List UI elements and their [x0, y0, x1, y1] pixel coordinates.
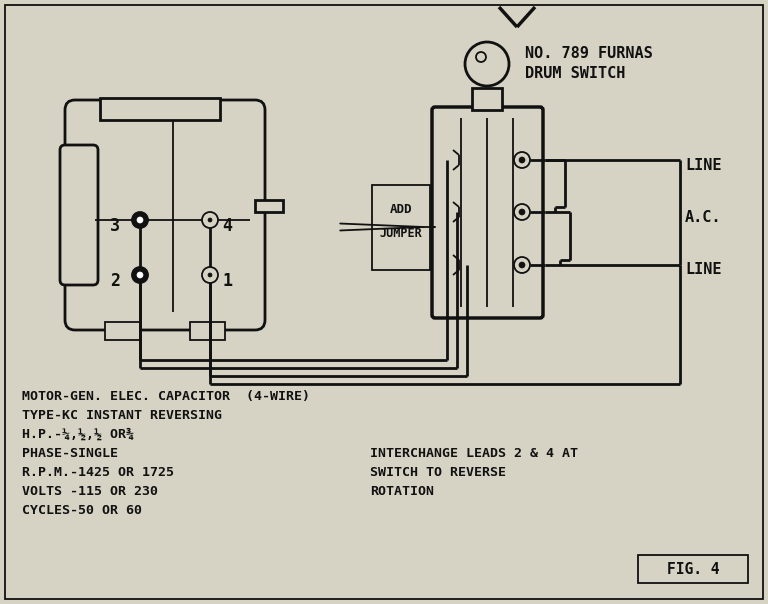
Circle shape: [132, 212, 148, 228]
Text: TYPE-KC INSTANT REVERSING: TYPE-KC INSTANT REVERSING: [22, 409, 222, 422]
Text: INTERCHANGE LEADS 2 & 4 AT: INTERCHANGE LEADS 2 & 4 AT: [370, 447, 578, 460]
Text: ROTATION: ROTATION: [370, 485, 434, 498]
Text: JUMPER: JUMPER: [379, 227, 422, 240]
Circle shape: [514, 257, 530, 273]
Text: CYCLES-50 OR 60: CYCLES-50 OR 60: [22, 504, 142, 517]
Bar: [190, 322, 225, 340]
Text: 1: 1: [222, 272, 232, 290]
Text: NO. 789 FURNAS: NO. 789 FURNAS: [525, 47, 653, 62]
Text: LINE: LINE: [685, 158, 721, 173]
Circle shape: [132, 267, 148, 283]
Bar: [372, 185, 430, 270]
Text: PHASE-SINGLE: PHASE-SINGLE: [22, 447, 118, 460]
FancyBboxPatch shape: [432, 107, 543, 318]
Text: 2: 2: [110, 272, 120, 290]
Text: 4: 4: [222, 217, 232, 235]
Circle shape: [519, 262, 525, 268]
Text: LINE: LINE: [685, 263, 721, 277]
Bar: [638, 555, 748, 583]
Text: R.P.M.-1425 OR 1725: R.P.M.-1425 OR 1725: [22, 466, 174, 479]
Text: A.C.: A.C.: [685, 210, 721, 225]
Circle shape: [137, 272, 143, 278]
Circle shape: [514, 152, 530, 168]
Text: 3: 3: [110, 217, 120, 235]
Bar: [472, 88, 502, 110]
Circle shape: [208, 218, 212, 222]
Bar: [100, 98, 220, 120]
Text: H.P.-¼,½,½ OR¾: H.P.-¼,½,½ OR¾: [22, 428, 134, 441]
FancyBboxPatch shape: [65, 100, 265, 330]
Text: SWITCH TO REVERSE: SWITCH TO REVERSE: [370, 466, 506, 479]
Circle shape: [137, 217, 143, 223]
Circle shape: [202, 212, 218, 228]
Text: DRUM SWITCH: DRUM SWITCH: [525, 66, 625, 82]
Circle shape: [476, 52, 486, 62]
Text: ADD: ADD: [389, 203, 412, 216]
Circle shape: [519, 209, 525, 215]
Circle shape: [519, 157, 525, 163]
Circle shape: [202, 267, 218, 283]
Circle shape: [465, 42, 509, 86]
Circle shape: [514, 204, 530, 220]
Circle shape: [208, 273, 212, 277]
Bar: [105, 322, 140, 340]
Text: VOLTS -115 OR 230: VOLTS -115 OR 230: [22, 485, 158, 498]
Text: MOTOR-GEN. ELEC. CAPACITOR  (4-WIRE): MOTOR-GEN. ELEC. CAPACITOR (4-WIRE): [22, 390, 310, 403]
FancyBboxPatch shape: [60, 145, 98, 285]
Bar: [255, 200, 283, 212]
Text: FIG. 4: FIG. 4: [667, 562, 720, 576]
